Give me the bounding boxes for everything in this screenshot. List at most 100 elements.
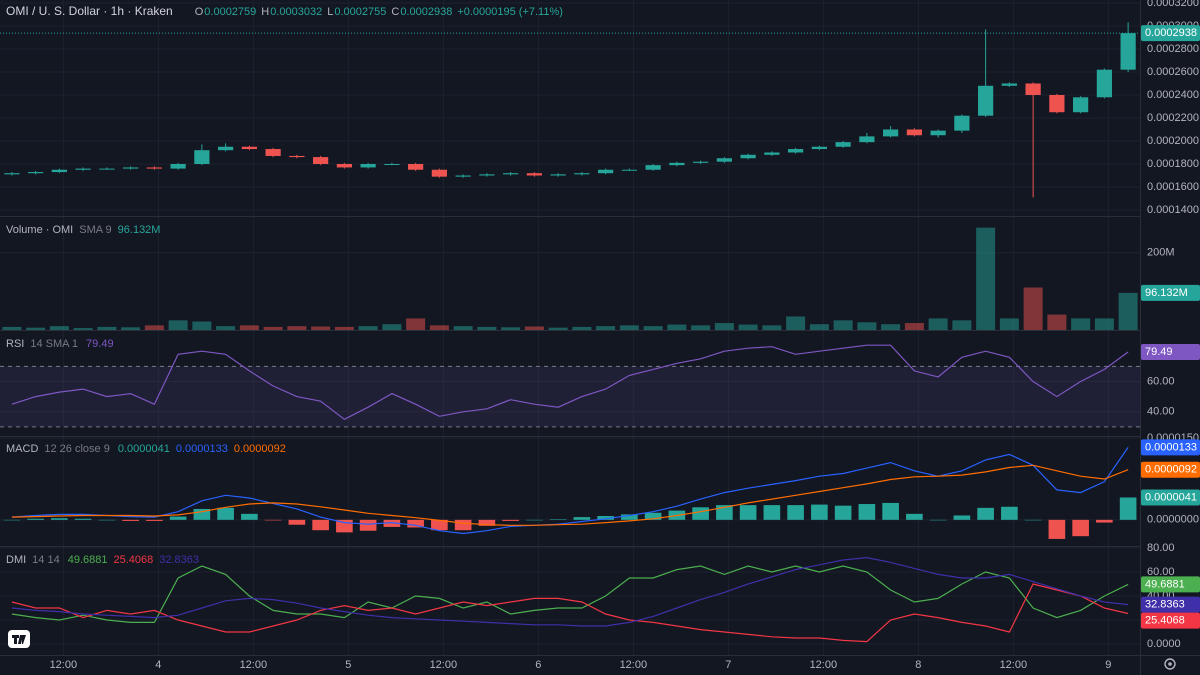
volume-bar <box>667 324 687 330</box>
volume-bar <box>501 327 521 330</box>
indicator-line <box>11 344 1129 421</box>
histogram-bar <box>977 507 994 520</box>
volume-bar <box>1118 292 1138 330</box>
y-tick-label: 0.0001600 <box>1147 181 1199 193</box>
ohlc-value: 0.0002938 <box>400 6 452 18</box>
y-tick-label: 60.00 <box>1147 375 1175 387</box>
value-tag <box>1141 439 1200 456</box>
candle-body <box>336 163 352 168</box>
value-tag-label: 32.8363 <box>1145 598 1185 610</box>
histogram-bar <box>74 518 92 520</box>
value-tag-label: 0.0002938 <box>1145 27 1197 39</box>
histogram-bar <box>834 505 852 520</box>
ohlc-key: H <box>261 6 269 18</box>
x-tick-label: 12:00 <box>430 659 458 671</box>
chart-title: OMI / U. S. Dollar · 1h · Kraken <box>6 4 173 18</box>
histogram-bar <box>1096 519 1113 523</box>
volume-bar <box>809 324 829 330</box>
histogram-bar <box>431 519 448 531</box>
candle-body <box>978 85 994 116</box>
volume-bar <box>311 326 331 330</box>
indicator-line <box>11 565 1129 623</box>
histogram-bar <box>383 519 401 527</box>
indicator-line <box>11 447 1129 535</box>
histogram-bar <box>264 519 282 521</box>
volume-bar <box>857 322 877 330</box>
histogram-bar <box>1072 519 1089 537</box>
histogram-bar <box>1048 519 1066 539</box>
histogram-bar <box>98 519 116 521</box>
histogram-bar <box>906 513 923 520</box>
candle-body <box>764 152 780 155</box>
histogram-bar <box>502 519 519 521</box>
histogram-bar <box>27 518 44 520</box>
histogram-bar <box>169 516 187 520</box>
volume-bar <box>1023 287 1043 330</box>
volume-bar <box>406 318 426 330</box>
pane-subtitle: 14 14 <box>32 554 60 566</box>
volume-bar <box>192 321 212 330</box>
candle-body <box>123 167 139 169</box>
candle-body <box>954 115 970 131</box>
ohlc-value: 0.0002755 <box>334 6 386 18</box>
candle-body <box>550 174 566 176</box>
value-tag-label: 96.132M <box>1145 287 1188 299</box>
value-tag-label: 25.4068 <box>1145 614 1185 626</box>
histogram-bar <box>644 512 662 520</box>
pane-title: RSI <box>6 338 24 350</box>
volume-bar <box>26 327 46 330</box>
candle-body <box>455 175 471 177</box>
candle-body <box>1025 83 1041 95</box>
y-tick-label: 0.0000 <box>1147 638 1181 650</box>
x-tick-label: 7 <box>725 659 731 671</box>
volume-bar <box>334 326 354 330</box>
histogram-bar <box>1024 519 1042 521</box>
candle-body <box>4 173 20 175</box>
volume-bar <box>49 326 69 330</box>
volume-bar <box>762 325 782 330</box>
x-tick-label: 12:00 <box>620 659 648 671</box>
volume-bar <box>239 325 259 330</box>
ohlc-key: O <box>195 6 204 18</box>
y-tick-label: 0.0001800 <box>1147 158 1199 170</box>
volume-bar <box>1094 318 1114 330</box>
pane-subtitle: SMA 9 <box>79 224 111 236</box>
candle-body <box>479 174 495 176</box>
x-tick-label: 5 <box>345 659 351 671</box>
volume-bar <box>572 326 592 330</box>
histogram-bar <box>882 502 899 520</box>
volume-bar <box>643 326 663 330</box>
candle-body <box>1120 33 1136 70</box>
gear-ring <box>1164 658 1176 670</box>
candle-body <box>313 157 329 164</box>
volume-bar <box>881 324 901 330</box>
pane-subtitle: 12 26 close 9 <box>44 443 109 455</box>
candle-body <box>598 169 614 174</box>
candle-body <box>1001 83 1017 86</box>
histogram-bar <box>811 504 828 520</box>
ohlc-value: 0.0003032 <box>270 6 322 18</box>
y-tick-label: 0.0002200 <box>1147 112 1199 124</box>
volume-bar <box>714 323 734 330</box>
indicator-line <box>11 583 1129 643</box>
histogram-bar <box>454 519 472 531</box>
candle-body <box>503 173 519 175</box>
logo[interactable] <box>8 630 30 648</box>
volume-bar <box>999 318 1019 330</box>
histogram-bar <box>858 504 876 520</box>
histogram-bar <box>692 507 709 520</box>
ohlc-value: 0.0002759 <box>204 6 256 18</box>
volume-bar <box>2 326 22 330</box>
settings-icon[interactable] <box>1164 658 1176 670</box>
candle-body <box>669 162 685 166</box>
histogram-bar <box>478 519 496 526</box>
candle-body <box>146 167 162 169</box>
y-tick-label: 0.0002000 <box>1147 135 1199 147</box>
legend-value: 0.0000133 <box>176 443 228 455</box>
volume-bar <box>429 325 449 330</box>
histogram-bar <box>597 516 614 520</box>
candle-body <box>811 146 827 150</box>
volume-bar <box>691 325 711 330</box>
histogram-bar <box>312 519 329 531</box>
